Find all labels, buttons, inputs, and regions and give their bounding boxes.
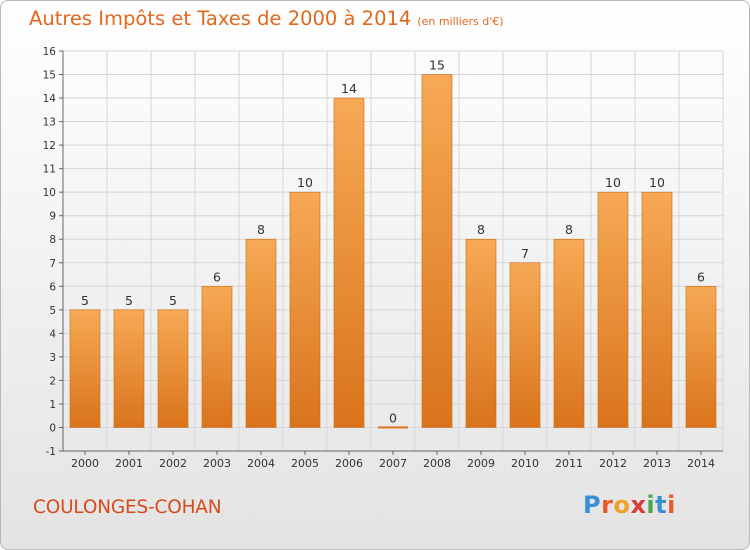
logo-letter: i	[667, 491, 676, 519]
bar-value-label: 5	[125, 293, 133, 308]
y-tick-label: -1	[46, 446, 56, 458]
y-tick-label: 16	[43, 46, 57, 58]
bar	[685, 285, 717, 428]
logo-letter: t	[655, 491, 668, 519]
x-tick-label: 2010	[511, 457, 539, 470]
commune-name: COULONGES-COHAN	[33, 497, 222, 518]
y-tick-label: 3	[49, 352, 56, 364]
bar	[641, 191, 673, 428]
bar	[378, 426, 408, 429]
y-tick-label: 6	[49, 281, 56, 293]
y-tick-label: 1	[49, 399, 56, 411]
bar	[509, 262, 541, 428]
x-tick-label: 2001	[115, 457, 143, 470]
x-tick-label: 2006	[335, 457, 363, 470]
y-tick-label: 9	[49, 211, 56, 223]
x-tick-label: 2013	[643, 457, 671, 470]
proxiti-logo: Proxiti	[583, 491, 676, 519]
y-tick-label: 15	[43, 70, 56, 82]
y-tick-label: 14	[43, 93, 57, 105]
x-tick-label: 2000	[71, 457, 99, 470]
bar	[69, 309, 101, 428]
logo-letter: o	[613, 491, 631, 519]
x-tick-label: 2014	[687, 457, 715, 470]
bar-value-label: 10	[605, 175, 621, 190]
y-tick-label: 8	[49, 234, 56, 246]
bar-value-label: 14	[341, 81, 357, 96]
chart-title-main: Autres Impôts et Taxes de 2000 à 2014	[29, 7, 412, 30]
bar	[289, 191, 321, 428]
bar	[245, 238, 277, 428]
x-tick-label: 2004	[247, 457, 275, 470]
y-tick-label: 2	[49, 375, 56, 387]
bar	[157, 309, 189, 428]
chart-title-unit: (en milliers d'€)	[417, 15, 504, 28]
bar-value-label: 8	[477, 222, 485, 237]
x-tick-label: 2002	[159, 457, 187, 470]
y-tick-label: 4	[49, 328, 56, 340]
bar	[421, 74, 453, 428]
logo-letter: x	[630, 491, 647, 519]
bar-value-label: 8	[257, 222, 265, 237]
logo-letter: i	[646, 491, 656, 519]
chart-title: Autres Impôts et Taxes de 2000 à 2014 (en…	[29, 7, 504, 30]
y-tick-label: 11	[43, 164, 56, 176]
x-tick-label: 2011	[555, 457, 583, 470]
bar-value-label: 5	[169, 293, 177, 308]
y-tick-label: 7	[49, 258, 56, 270]
logo-letter: P	[583, 491, 602, 519]
bar-value-label: 6	[213, 269, 221, 284]
y-tick-label: 10	[43, 187, 56, 199]
bar-value-label: 5	[81, 293, 89, 308]
logo-letter: r	[601, 491, 614, 519]
bar-value-label: 0	[389, 410, 397, 425]
bar-value-label: 10	[297, 175, 313, 190]
bar-value-label: 15	[429, 58, 445, 73]
bar-value-label: 8	[565, 222, 573, 237]
x-tick-label: 2005	[291, 457, 319, 470]
x-tick-label: 2012	[599, 457, 627, 470]
bar	[333, 97, 365, 428]
bar-value-label: 10	[649, 175, 665, 190]
bar	[201, 285, 233, 428]
bar	[553, 238, 585, 428]
x-tick-label: 2003	[203, 457, 231, 470]
x-tick-label: 2008	[423, 457, 451, 470]
bar	[597, 191, 629, 428]
y-tick-label: 12	[43, 140, 56, 152]
bar-value-label: 7	[521, 246, 529, 261]
bar-value-label: 6	[697, 269, 705, 284]
bar	[465, 238, 497, 428]
x-tick-label: 2009	[467, 457, 495, 470]
bar	[113, 309, 145, 428]
x-tick-label: 2007	[379, 457, 407, 470]
y-tick-label: 0	[49, 422, 56, 434]
y-tick-label: 5	[49, 305, 56, 317]
y-tick-label: 13	[43, 117, 56, 129]
